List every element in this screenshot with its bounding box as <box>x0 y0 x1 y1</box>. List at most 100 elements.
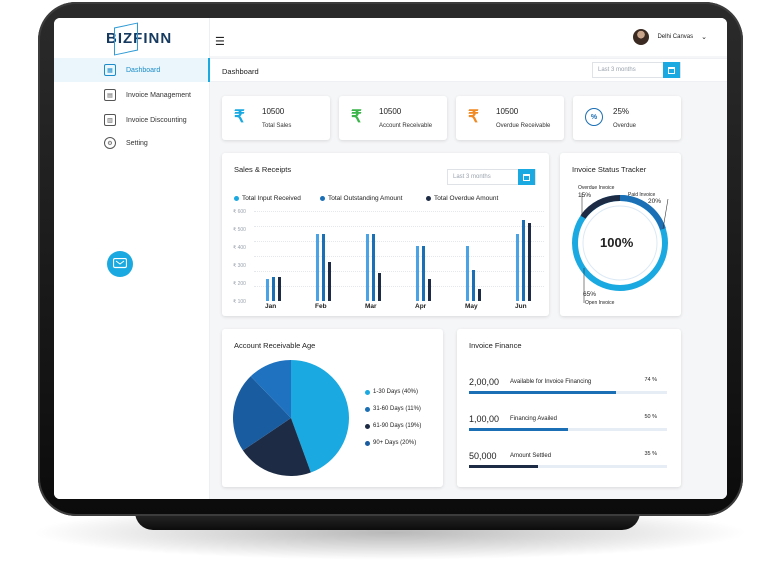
main-content: ☰ Delhi Canvas ⌄ Dashboard Last 3 months… <box>210 18 727 499</box>
app-screen: BIZFINN ▦ Dashboard ▤ Invoice Management… <box>54 18 727 499</box>
sidebar-item-label: Invoice Management <box>126 91 191 99</box>
dashboard-icon: ▦ <box>104 64 116 76</box>
paid-leader <box>662 198 669 230</box>
device-stand <box>135 512 640 530</box>
bar-may-3[interactable] <box>478 289 481 301</box>
stat-card-total-sales: ₹ 10500 Total Sales <box>222 96 330 140</box>
legend-dot <box>234 196 239 201</box>
grid-line <box>254 226 544 227</box>
bar-mar-1[interactable] <box>366 233 369 301</box>
progress-track <box>469 465 667 468</box>
bar-may-2[interactable] <box>472 269 475 301</box>
stat-label: Total Sales <box>262 123 292 129</box>
stat-value: 25% <box>613 107 630 116</box>
pie-slice-1[interactable] <box>291 360 349 473</box>
rupee-icon: ₹ <box>234 107 245 126</box>
logo-mark <box>114 22 138 56</box>
y-tick: ₹ 200 <box>233 281 246 287</box>
grid-line <box>254 241 544 242</box>
bar-mar-3[interactable] <box>378 272 381 301</box>
user-menu[interactable]: Delhi Canvas ⌄ <box>633 29 707 45</box>
finance-value: 2,00,00 <box>469 377 500 387</box>
finance-label: Amount Settled <box>510 453 552 459</box>
sidebar-item-invoice-management[interactable]: ▤ Invoice Management <box>54 83 210 107</box>
sidebar-item-setting[interactable]: ⚙ Setting <box>54 131 210 155</box>
stat-value: 10500 <box>379 107 402 116</box>
invoice-status-card: Invoice Status Tracker 100% Overdue Invo… <box>560 153 681 316</box>
stat-card-account-receivable: ₹ 10500 Account Receivable <box>339 96 447 140</box>
bar-mar-2[interactable] <box>372 233 375 301</box>
ring-paid <box>619 194 666 231</box>
card-title: Sales & Receipts <box>234 165 292 174</box>
legend-dot <box>426 196 431 201</box>
pie-slice-4[interactable] <box>233 376 291 451</box>
stat-label: Account Receivable <box>379 123 433 129</box>
bar-may-1[interactable] <box>466 245 469 301</box>
bar-feb-1[interactable] <box>316 233 319 301</box>
top-bar: ☰ Delhi Canvas ⌄ <box>210 18 727 56</box>
progress-track <box>469 391 667 394</box>
grid-line <box>254 256 544 257</box>
bar-jun-1[interactable] <box>516 233 519 301</box>
finance-pct: 35 % <box>644 451 657 457</box>
sidebar-item-label: Invoice Discounting <box>126 116 187 124</box>
bar-apr-1[interactable] <box>416 245 419 301</box>
rupee-icon: ₹ <box>468 107 479 126</box>
invoice-finance-card: Invoice Finance 2,00,00 Available for In… <box>457 329 681 487</box>
grid-line <box>254 211 544 212</box>
pie-legend-item: 31-60 Days (11%) <box>365 406 421 412</box>
calendar-icon[interactable] <box>663 62 680 78</box>
avatar <box>633 29 650 45</box>
overdue-label: Overdue Invoice <box>578 185 615 191</box>
chat-button[interactable] <box>107 251 133 277</box>
finance-value: 1,00,00 <box>469 414 500 424</box>
page-header: Dashboard Last 3 months <box>210 58 727 82</box>
sidebar-item-invoice-discounting[interactable]: ▥ Invoice Discounting <box>54 108 210 132</box>
bar-apr-3[interactable] <box>428 278 431 301</box>
finance-pct: 50 % <box>644 414 657 420</box>
bar-jun-2[interactable] <box>522 220 525 301</box>
legend-label: 90+ Days (20%) <box>373 440 417 446</box>
bar-jan-3[interactable] <box>278 277 281 301</box>
chevron-down-icon: ⌄ <box>701 34 707 41</box>
x-tick-label: May <box>465 303 478 310</box>
stat-value: 10500 <box>496 107 519 116</box>
y-tick: ₹ 400 <box>233 245 246 251</box>
finance-label: Financing Availed <box>510 416 557 422</box>
grid-line <box>254 271 544 272</box>
progress-track <box>469 428 667 431</box>
pie-legend-item: 61-90 Days (19%) <box>365 423 421 429</box>
bizfinn-logo[interactable]: BIZFINN <box>106 22 172 56</box>
bar-jun-3[interactable] <box>528 223 531 301</box>
bar-apr-2[interactable] <box>422 245 425 301</box>
discount-icon: ▥ <box>104 114 116 126</box>
calendar-icon[interactable] <box>518 169 535 185</box>
open-label: Open Invoice <box>585 300 615 306</box>
pie-slice-3[interactable] <box>242 418 311 476</box>
user-name: Delhi Canvas <box>657 34 694 40</box>
pie-slice-2[interactable] <box>250 360 291 418</box>
progress-fill <box>469 465 539 468</box>
bar-jan-1[interactable] <box>266 278 269 301</box>
receivable-pie <box>233 360 349 476</box>
bar-feb-3[interactable] <box>328 262 331 301</box>
finance-pct: 74 % <box>644 377 657 383</box>
ring-inner <box>582 205 658 281</box>
legend-item-overdue: Total Overdue Amount <box>426 195 498 202</box>
legend-label: Total Outstanding Amount <box>328 195 403 202</box>
x-tick-label: Apr <box>415 303 427 310</box>
bar-jan-2[interactable] <box>272 277 275 301</box>
sales-receipts-card: Sales & Receipts Last 3 months Total Inp… <box>222 153 549 316</box>
legend-label: Total Overdue Amount <box>434 195 499 202</box>
legend-label: Total Input Received <box>242 195 301 202</box>
sales-date-range-picker[interactable]: Last 3 months <box>447 169 536 185</box>
y-tick: ₹ 500 <box>233 227 246 233</box>
date-range-picker[interactable]: Last 3 months <box>592 62 681 78</box>
finance-value: 50,000 <box>469 451 497 461</box>
bar-feb-2[interactable] <box>322 233 325 301</box>
page-title: Dashboard <box>222 67 259 76</box>
menu-icon[interactable]: ☰ <box>215 36 225 48</box>
x-tick-label: Jan <box>265 303 277 310</box>
sidebar-item-dashboard[interactable]: ▦ Dashboard <box>54 58 210 82</box>
bar-chart: Jan Feb Mar Apr May Jun <box>222 153 549 316</box>
